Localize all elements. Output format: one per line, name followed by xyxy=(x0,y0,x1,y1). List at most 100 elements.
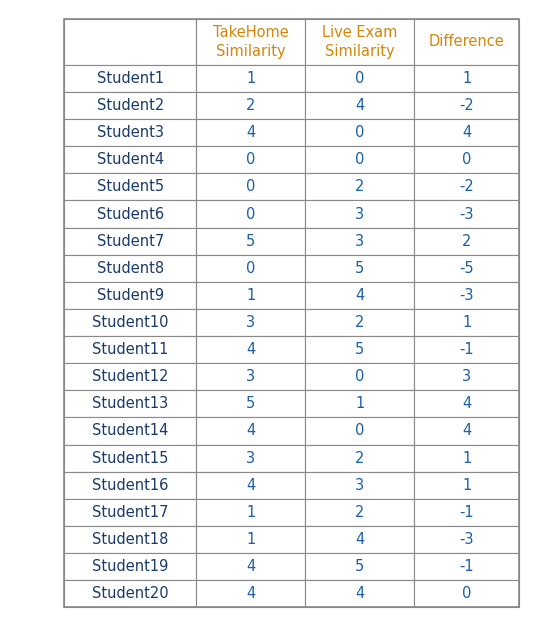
Bar xyxy=(196,553,305,580)
Text: Student6: Student6 xyxy=(97,207,164,222)
Text: 4: 4 xyxy=(355,586,364,601)
Text: Student20: Student20 xyxy=(92,586,169,601)
Bar xyxy=(414,526,519,553)
Text: 4: 4 xyxy=(246,423,255,438)
Text: 0: 0 xyxy=(355,71,364,86)
Text: 1: 1 xyxy=(462,451,471,466)
Text: Student17: Student17 xyxy=(92,505,169,520)
Text: -3: -3 xyxy=(460,532,474,547)
Text: Student9: Student9 xyxy=(97,288,164,303)
Text: -5: -5 xyxy=(460,261,474,276)
Bar xyxy=(414,173,519,200)
Text: 5: 5 xyxy=(355,559,364,574)
Bar xyxy=(305,65,414,92)
Bar xyxy=(305,119,414,146)
Text: Student11: Student11 xyxy=(92,342,169,357)
Bar xyxy=(305,580,414,607)
Bar xyxy=(196,65,305,92)
Text: 0: 0 xyxy=(462,152,471,167)
Text: Difference: Difference xyxy=(429,34,505,49)
Bar xyxy=(64,19,196,65)
Text: Student15: Student15 xyxy=(92,451,169,466)
Bar xyxy=(414,200,519,228)
Text: Student10: Student10 xyxy=(92,315,169,330)
Bar xyxy=(64,418,196,444)
Bar xyxy=(414,92,519,119)
Bar xyxy=(414,553,519,580)
Bar xyxy=(64,363,196,390)
Text: Student13: Student13 xyxy=(92,396,169,411)
Bar xyxy=(305,146,414,173)
Bar xyxy=(196,499,305,526)
Bar xyxy=(414,390,519,418)
Text: 3: 3 xyxy=(246,451,255,466)
Bar xyxy=(305,173,414,200)
Bar xyxy=(196,471,305,499)
Bar xyxy=(64,309,196,336)
Bar xyxy=(414,336,519,363)
Text: TakeHome
Similarity: TakeHome Similarity xyxy=(213,25,288,59)
Bar xyxy=(305,444,414,471)
Bar xyxy=(64,200,196,228)
Bar xyxy=(64,444,196,471)
Bar xyxy=(64,526,196,553)
Text: 4: 4 xyxy=(246,559,255,574)
Text: 4: 4 xyxy=(462,396,471,411)
Bar xyxy=(64,282,196,309)
Bar xyxy=(414,119,519,146)
Bar xyxy=(305,92,414,119)
Bar xyxy=(196,418,305,444)
Bar xyxy=(196,309,305,336)
Bar xyxy=(414,309,519,336)
Bar xyxy=(414,228,519,255)
Bar xyxy=(414,146,519,173)
Bar xyxy=(64,553,196,580)
Text: 1: 1 xyxy=(462,71,471,86)
Text: 0: 0 xyxy=(355,125,364,140)
Bar xyxy=(414,255,519,282)
Bar xyxy=(305,282,414,309)
Text: 0: 0 xyxy=(246,207,255,222)
Bar xyxy=(196,92,305,119)
Bar xyxy=(64,580,196,607)
Text: 3: 3 xyxy=(355,233,364,249)
Bar xyxy=(305,418,414,444)
Bar xyxy=(64,499,196,526)
Text: 5: 5 xyxy=(246,396,255,411)
Bar xyxy=(196,526,305,553)
Bar xyxy=(196,390,305,418)
Bar xyxy=(64,92,196,119)
Bar xyxy=(196,444,305,471)
Text: Student8: Student8 xyxy=(97,261,164,276)
Text: 3: 3 xyxy=(355,207,364,222)
Text: 0: 0 xyxy=(246,180,255,195)
Bar xyxy=(64,146,196,173)
Bar xyxy=(64,336,196,363)
Text: 0: 0 xyxy=(355,152,364,167)
Bar xyxy=(196,255,305,282)
Text: Student5: Student5 xyxy=(97,180,164,195)
Bar xyxy=(196,282,305,309)
Text: 2: 2 xyxy=(462,233,471,249)
Bar xyxy=(196,336,305,363)
Text: 2: 2 xyxy=(355,180,364,195)
Text: Student3: Student3 xyxy=(97,125,164,140)
Bar xyxy=(305,19,414,65)
Text: 1: 1 xyxy=(246,71,255,86)
Text: 5: 5 xyxy=(355,342,364,357)
Bar xyxy=(414,580,519,607)
Bar xyxy=(196,119,305,146)
Bar xyxy=(305,553,414,580)
Text: 1: 1 xyxy=(355,396,364,411)
Text: 1: 1 xyxy=(246,505,255,520)
Bar xyxy=(64,390,196,418)
Text: -2: -2 xyxy=(459,180,474,195)
Bar xyxy=(414,19,519,65)
Text: 2: 2 xyxy=(355,451,364,466)
Text: -1: -1 xyxy=(460,505,474,520)
Text: 4: 4 xyxy=(462,125,471,140)
Bar xyxy=(305,471,414,499)
Bar xyxy=(414,418,519,444)
Text: 4: 4 xyxy=(462,423,471,438)
Bar xyxy=(414,499,519,526)
